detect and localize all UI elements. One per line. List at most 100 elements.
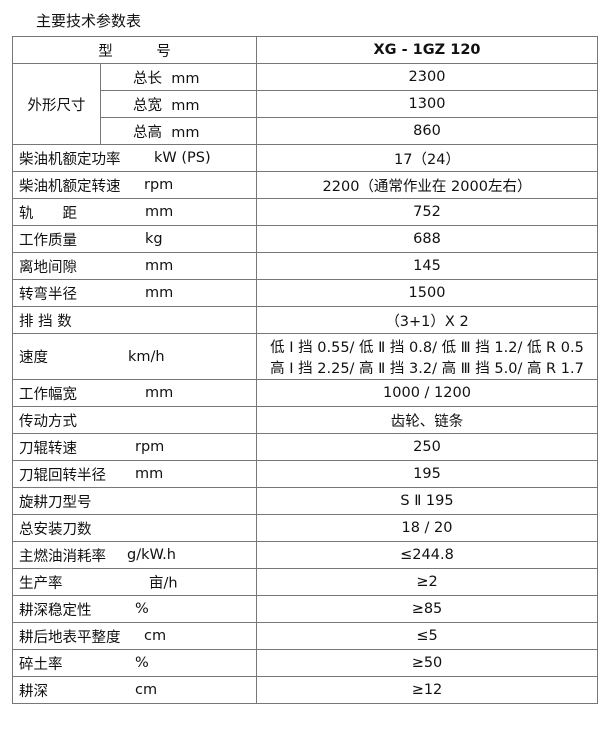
row-name: 总宽: [133, 97, 162, 114]
row-label: 总长 mm: [100, 63, 257, 91]
row-name: 耕深: [19, 683, 48, 700]
row-label: 刀辊转速 rpm: [12, 433, 257, 461]
row-label: 转弯半径 mm: [12, 279, 257, 307]
row-unit: mm: [171, 97, 200, 114]
row-value: 低 Ⅰ 挡 0.55/ 低 Ⅱ 挡 0.8/ 低 Ⅲ 挡 1.2/ 低 R 0.…: [256, 333, 598, 380]
row-unit: mm: [171, 124, 200, 141]
row-value: ≥85: [256, 595, 598, 623]
row-unit: %: [135, 601, 149, 617]
row-name: 工作质量: [19, 232, 77, 249]
row-value-line: ≥50: [411, 655, 443, 671]
table-row: 传动方式 齿轮、链条: [12, 406, 598, 434]
row-value-line: ≥12: [411, 682, 443, 698]
table-row: 排 挡 数 （3+1）X 2: [12, 306, 598, 334]
table-row: 耕深稳定性% ≥85: [12, 595, 598, 623]
row-value: ≥2: [256, 568, 598, 596]
table-row: 工作质量 kg 688: [12, 225, 598, 253]
row-name: 离地间隙: [19, 259, 77, 276]
row-value: 1000 / 1200: [256, 379, 598, 407]
row-label: 主燃油消耗率 g/kW.h: [12, 541, 257, 569]
row-label: 总安装刀数: [12, 514, 257, 542]
table-row: 柴油机额定转速 rpm 2200（通常作业在 2000左右）: [12, 171, 598, 199]
table-row: 耕深 cm ≥12: [12, 676, 598, 704]
row-unit: kW (PS): [154, 150, 211, 166]
row-label: 排 挡 数: [12, 306, 257, 334]
row-label: 耕深 cm: [12, 676, 257, 704]
table-row: 刀辊回转半径 mm 195: [12, 460, 598, 488]
row-label: 碎土率%: [12, 649, 257, 677]
row-unit: mm: [145, 385, 174, 401]
row-value: 18 / 20: [256, 514, 598, 542]
row-value-line: （3+1）X 2: [385, 313, 469, 330]
table-row: 离地间隙 mm 145: [12, 252, 598, 280]
row-name: 生产率: [19, 575, 63, 592]
row-unit: mm: [145, 258, 174, 274]
row-unit: %: [135, 655, 149, 671]
row-value: 2200（通常作业在 2000左右）: [256, 171, 598, 199]
row-value: （3+1）X 2: [256, 306, 598, 334]
row-value: S Ⅱ 195: [256, 487, 598, 515]
table-row: 刀辊转速 rpm 250: [12, 433, 598, 461]
row-name: 柴油机额定功率: [19, 151, 121, 168]
row-value-line: 688: [413, 231, 441, 247]
row-value: 860: [256, 117, 598, 145]
row-unit: mm: [145, 285, 174, 301]
row-label: 工作质量 kg: [12, 225, 257, 253]
row-unit: kg: [145, 231, 163, 247]
row-name: 排 挡 数: [19, 313, 72, 330]
row-name: 旋耕刀型号: [19, 494, 92, 511]
row-value-line: 18 / 20: [401, 520, 453, 536]
row-label: 传动方式: [12, 406, 257, 434]
row-name: 工作幅宽: [19, 386, 77, 403]
row-label: 柴油机额定转速 rpm: [12, 171, 257, 199]
row-label: 轨 距 mm: [12, 198, 257, 226]
row-value: ≤244.8: [256, 541, 598, 569]
table-row: 柴油机额定功率 kW (PS) 17（24）: [12, 144, 598, 172]
row-unit: mm: [171, 70, 200, 87]
row-value: 齿轮、链条: [256, 406, 598, 434]
row-label: 总宽 mm: [100, 90, 257, 118]
row-unit: mm: [135, 466, 164, 482]
row-name: 刀辊转速: [19, 440, 77, 457]
table-row: 总安装刀数 18 / 20: [12, 514, 598, 542]
row-label: 工作幅宽 mm: [12, 379, 257, 407]
row-name: 柴油机额定转速: [19, 178, 121, 195]
table-row: 工作幅宽 mm 1000 / 1200: [12, 379, 598, 407]
table-row: 耕后地表平整度 cm ≤5: [12, 622, 598, 650]
row-name: 总安装刀数: [19, 521, 92, 538]
row-name: 刀辊回转半径: [19, 467, 106, 484]
row-value: ≥50: [256, 649, 598, 677]
row-label: 刀辊回转半径 mm: [12, 460, 257, 488]
row-value-line: ≤5: [416, 628, 438, 644]
row-unit: 亩/h: [149, 575, 178, 592]
row-value-line: 2200（通常作业在 2000左右）: [322, 178, 532, 195]
table-row: 碎土率% ≥50: [12, 649, 598, 677]
row-unit: cm: [135, 682, 158, 698]
row-value-line: 1500: [408, 285, 446, 301]
row-value-line: 17（24）: [394, 151, 460, 168]
table-row: 外形尺寸 总长 mm 2300: [12, 63, 598, 145]
row-value: 752: [256, 198, 598, 226]
row-value-line: 高 Ⅰ 挡 2.25/ 高 Ⅱ 挡 3.2/ 高 Ⅲ 挡 5.0/ 高 R 1.…: [270, 360, 584, 377]
row-value-line: 145: [413, 258, 441, 274]
model-value: XG - 1GZ 120: [256, 36, 598, 64]
row-label: 旋耕刀型号: [12, 487, 257, 515]
row-name: 转弯半径: [19, 286, 77, 303]
row-value: 1500: [256, 279, 598, 307]
row-name: 主燃油消耗率: [19, 548, 106, 565]
row-label: 速度 km/h: [12, 333, 257, 380]
row-unit: rpm: [144, 177, 174, 193]
table-row: 生产率 亩/h ≥2: [12, 568, 598, 596]
row-value-line: ≥2: [416, 574, 438, 590]
row-label: 耕后地表平整度 cm: [12, 622, 257, 650]
row-name: 耕深稳定性: [19, 602, 92, 619]
row-label: 离地间隙 mm: [12, 252, 257, 280]
row-unit: cm: [144, 628, 167, 644]
row-value: 17（24）: [256, 144, 598, 172]
table-row: 转弯半径 mm 1500: [12, 279, 598, 307]
dimensions-group-label: 外形尺寸: [12, 63, 101, 145]
row-name: 总长: [133, 70, 162, 87]
row-name: 轨 距: [19, 205, 77, 222]
row-unit: km/h: [128, 348, 165, 365]
row-value: ≥12: [256, 676, 598, 704]
